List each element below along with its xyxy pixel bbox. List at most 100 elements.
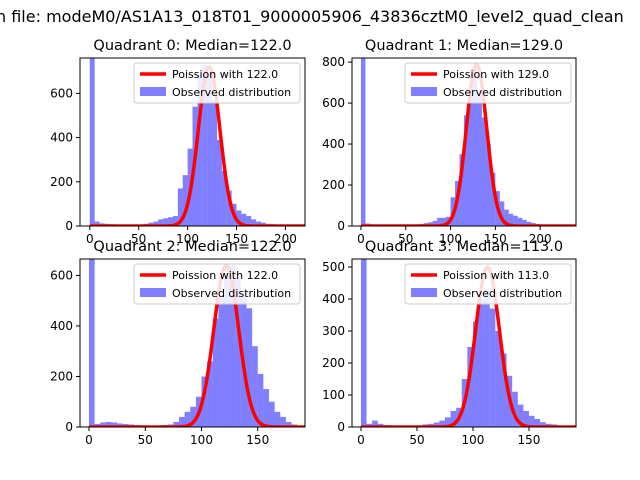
legend-label-observed: Observed distribution bbox=[443, 86, 562, 99]
x-tick-label: 100 bbox=[462, 433, 485, 447]
legend-label-poisson: Poission with 122.0 bbox=[172, 269, 278, 282]
histogram-bar bbox=[212, 100, 217, 226]
histogram-bar bbox=[472, 321, 479, 427]
legend-label-observed: Observed distribution bbox=[443, 287, 562, 300]
legend-label-poisson: Poission with 129.0 bbox=[443, 68, 549, 81]
subplot-title: Quadrant 3: Median=113.0 bbox=[365, 239, 563, 255]
histogram-bar bbox=[477, 92, 482, 226]
histogram-bar bbox=[512, 391, 518, 427]
histogram-bar bbox=[89, 259, 95, 427]
histogram-bar bbox=[207, 73, 213, 226]
histogram-bar bbox=[246, 308, 253, 427]
legend-box bbox=[133, 62, 301, 104]
subplot-grid: 0 50 100 150 200 0 200 400 600 Quadrant 0: Median… bbox=[50, 38, 577, 447]
x-tick-label: 50 bbox=[131, 232, 146, 246]
histogram-bar bbox=[441, 217, 447, 226]
subplot-title: Quadrant 1: Median=129.0 bbox=[365, 38, 563, 54]
legend-label-poisson: Poission with 113.0 bbox=[443, 269, 549, 282]
histogram-bar bbox=[444, 417, 451, 427]
histogram-bar bbox=[184, 411, 191, 427]
histogram-bar bbox=[218, 295, 225, 427]
y-tick-label: 600 bbox=[50, 268, 73, 282]
histogram-bar bbox=[517, 217, 523, 226]
histogram-bar bbox=[221, 170, 227, 226]
x-tick-label: 150 bbox=[518, 433, 541, 447]
legend-box bbox=[133, 263, 301, 305]
histogram-bar bbox=[285, 421, 292, 427]
histogram-bar bbox=[486, 144, 491, 226]
y-tick-label: 200 bbox=[322, 178, 345, 192]
subplot-quadrant-2: 0 50 100 150 0 200 400 600 Quadrant 2: Median=12… bbox=[50, 239, 306, 447]
histogram-bar bbox=[534, 419, 541, 427]
histogram-bar bbox=[172, 216, 178, 226]
histogram-bar bbox=[207, 361, 213, 427]
poisson-curve bbox=[89, 65, 305, 226]
y-tick-label: 200 bbox=[50, 369, 73, 383]
histogram-bar bbox=[526, 221, 532, 226]
histogram-bar bbox=[89, 58, 95, 226]
histogram-bar bbox=[94, 221, 100, 226]
histogram-bar bbox=[528, 415, 535, 427]
histogram-bar bbox=[257, 373, 264, 427]
histogram-bar bbox=[269, 401, 275, 427]
histogram-bar bbox=[177, 188, 183, 226]
plot-area bbox=[360, 259, 576, 427]
legend-patch-swatch bbox=[411, 87, 437, 96]
x-tick-label: 150 bbox=[484, 232, 507, 246]
histogram-bar bbox=[252, 346, 258, 427]
figure-suptitle: n file: modeM0/AS1A13_018T01_9000005906_… bbox=[0, 7, 624, 27]
histogram-bar bbox=[179, 416, 185, 427]
histogram-bar bbox=[468, 90, 473, 226]
x-tick-label: 100 bbox=[190, 433, 213, 447]
histogram-bar bbox=[224, 272, 230, 427]
histogram-bar bbox=[478, 299, 485, 427]
histogram-bar bbox=[111, 422, 118, 427]
poisson-curve bbox=[360, 62, 576, 226]
x-tick-label: 200 bbox=[274, 232, 297, 246]
histogram-bar bbox=[433, 422, 440, 427]
histogram-bar bbox=[428, 222, 433, 226]
histogram-bar bbox=[100, 422, 106, 427]
histogram-bar bbox=[437, 217, 442, 226]
legend-patch-swatch bbox=[140, 288, 166, 297]
histogram-bar bbox=[513, 215, 518, 226]
histogram-bar bbox=[450, 411, 457, 427]
histogram-bar bbox=[158, 219, 164, 226]
legend-box bbox=[404, 62, 572, 104]
histogram-bar bbox=[153, 221, 159, 226]
histogram-bar bbox=[459, 154, 464, 226]
y-tick-label: 0 bbox=[337, 219, 345, 233]
histogram-bar bbox=[439, 420, 445, 427]
legend-label-poisson: Poission with 122.0 bbox=[172, 68, 278, 81]
histogram-bar bbox=[484, 289, 490, 427]
legend-label-observed: Observed distribution bbox=[172, 287, 291, 300]
histogram-bar bbox=[464, 115, 469, 226]
legend: Poission with 129.0 Observed distribution bbox=[404, 62, 572, 104]
y-tick-label: 600 bbox=[50, 86, 73, 100]
x-tick-label: 100 bbox=[439, 232, 462, 246]
histogram-bar bbox=[256, 221, 261, 226]
axes-frame bbox=[79, 57, 306, 227]
x-tick-label: 100 bbox=[176, 232, 199, 246]
y-tick-label: 0 bbox=[65, 420, 73, 434]
histogram-bar bbox=[263, 389, 270, 427]
histogram-bar bbox=[540, 422, 546, 427]
histogram-bar bbox=[105, 421, 112, 427]
histogram-bar bbox=[508, 213, 514, 226]
histogram-bar bbox=[372, 420, 378, 427]
legend-box bbox=[404, 263, 572, 305]
histogram-bar bbox=[495, 331, 501, 427]
histogram-bar bbox=[522, 219, 527, 226]
histogram-bar bbox=[467, 347, 473, 427]
subplot-quadrant-3: 0 50 100 150 0 100 200 300 400 500 Quadrant 3: Med… bbox=[322, 239, 577, 447]
histogram-bar bbox=[202, 64, 208, 226]
histogram-bar bbox=[190, 406, 196, 427]
histogram-bar bbox=[504, 209, 509, 226]
histogram-bar bbox=[117, 423, 123, 427]
x-tick-label: 50 bbox=[138, 433, 153, 447]
histogram-bar bbox=[489, 308, 496, 427]
histogram-bar bbox=[216, 139, 222, 226]
histogram-bar bbox=[472, 68, 478, 226]
histogram-bar bbox=[226, 190, 232, 226]
